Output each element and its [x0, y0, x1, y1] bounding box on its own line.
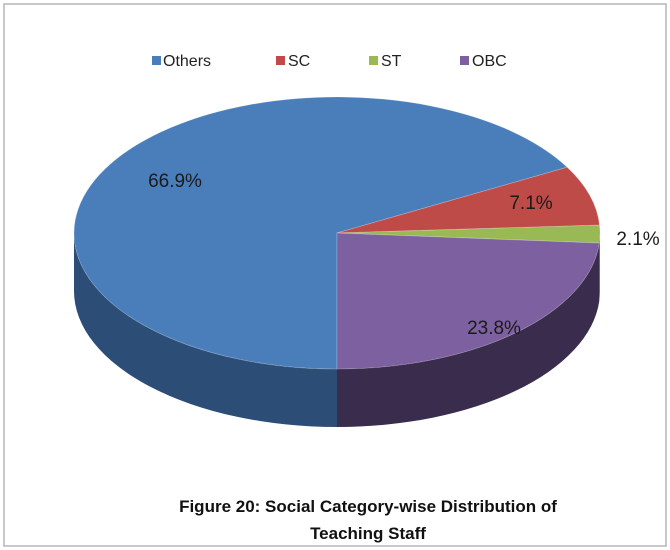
pie-tops [73, 96, 601, 370]
data-label-sc: 7.1% [509, 193, 552, 214]
data-labels: 66.9% 7.1% 2.1% 23.8% [148, 171, 660, 339]
figure-caption-line-2: Teaching Staff [310, 524, 426, 543]
pie-sides [74, 233, 600, 427]
pie-slice-obc [336, 232, 600, 370]
data-label-others: 66.9% [148, 171, 202, 192]
legend-swatch-sc [276, 56, 285, 65]
legend-swatch-others [152, 56, 161, 65]
pie-side-st [599, 233, 600, 302]
data-label-obc: 23.8% [467, 318, 521, 339]
legend: Others SC ST OBC [152, 53, 507, 70]
legend-label-others: Others [163, 53, 211, 70]
pie-slice-others [73, 96, 569, 370]
pie-side-obc [337, 243, 600, 427]
legend-label-sc: SC [288, 53, 310, 70]
pie-slice-sc [336, 166, 601, 234]
pie-side-others [74, 233, 337, 427]
pie-slice-st [336, 224, 601, 244]
legend-label-st: ST [381, 53, 402, 70]
legend-swatch-obc [460, 56, 469, 65]
figure-caption-line-1: Figure 20: Social Category-wise Distribu… [179, 497, 557, 516]
legend-swatch-st [369, 56, 378, 65]
legend-label-obc: OBC [472, 53, 507, 70]
data-label-st: 2.1% [616, 229, 659, 250]
